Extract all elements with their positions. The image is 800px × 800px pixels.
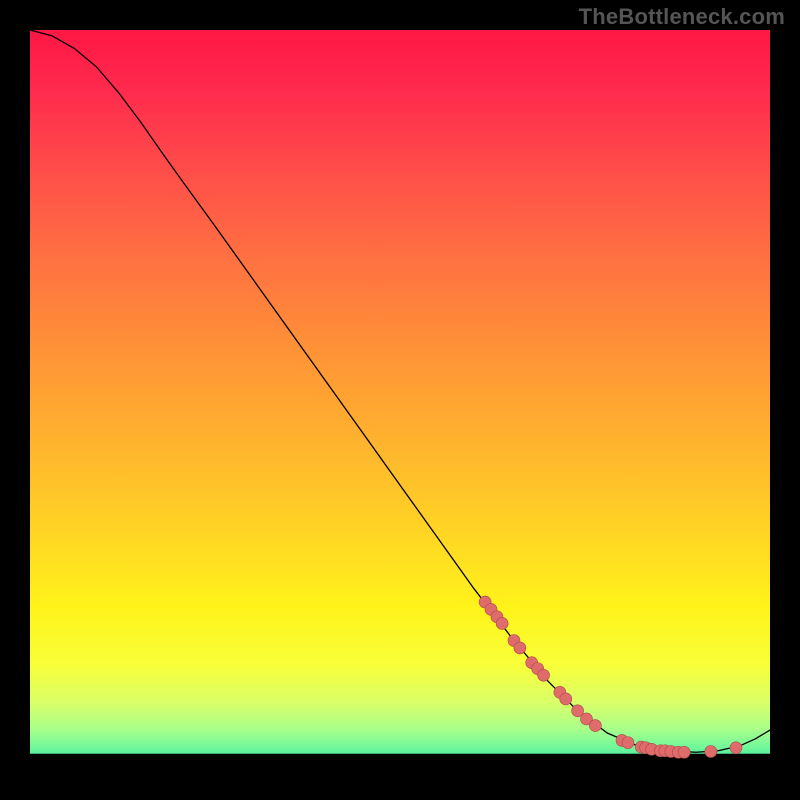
data-marker — [538, 669, 550, 681]
data-marker — [678, 746, 690, 758]
data-marker — [705, 746, 717, 758]
chart-container: TheBottleneck.com — [0, 0, 800, 800]
data-marker — [496, 617, 508, 629]
data-marker — [589, 720, 601, 732]
watermark-label: TheBottleneck.com — [579, 4, 785, 30]
data-marker — [622, 737, 634, 749]
data-marker — [560, 693, 572, 705]
data-marker — [514, 642, 526, 654]
plot-background — [30, 30, 770, 770]
data-marker — [730, 742, 742, 754]
bottleneck-chart — [0, 0, 800, 800]
